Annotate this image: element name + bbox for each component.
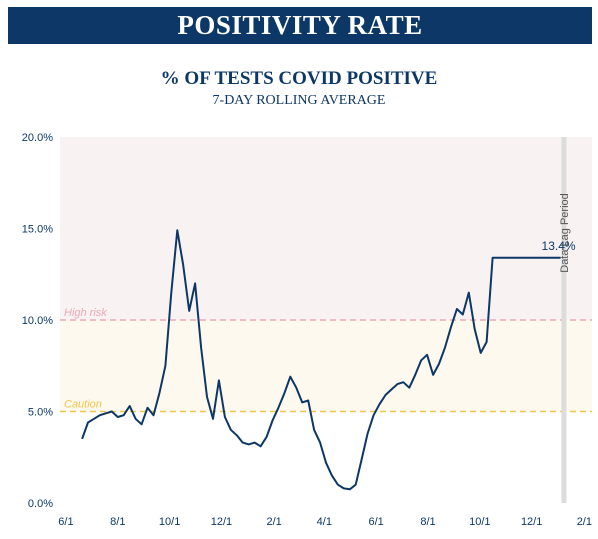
- y-tick-label: 5.0%: [28, 407, 53, 419]
- high-risk-band: [60, 137, 592, 320]
- x-tick-label: 10/1: [159, 516, 180, 528]
- x-tick-label: 6/1: [58, 516, 73, 528]
- x-tick-label: 4/1: [317, 516, 332, 528]
- positivity-series-line: [81, 229, 561, 491]
- y-tick-label: 20.0%: [22, 132, 53, 144]
- data-lag-label: Data Lag Period: [559, 193, 571, 273]
- caution-label: Caution: [64, 399, 102, 411]
- chart-title: % OF TESTS COVID POSITIVE: [160, 68, 438, 89]
- x-tick-label: 12/1: [521, 516, 542, 528]
- y-tick-label: 10.0%: [22, 315, 53, 327]
- latest-value-annotation: 13.4%: [542, 239, 576, 253]
- x-tick-label: 10/1: [469, 516, 490, 528]
- x-tick-label: 2/1: [267, 516, 282, 528]
- x-tick-label: 12/1: [211, 516, 232, 528]
- chart-subtitle: 7-DAY ROLLING AVERAGE: [212, 93, 386, 108]
- high-risk-label: High risk: [64, 307, 107, 319]
- x-tick-label: 8/1: [110, 516, 125, 528]
- y-tick-label: 15.0%: [22, 224, 53, 236]
- page-banner: POSITIVITY RATE: [8, 7, 592, 44]
- x-tick-label: 2/1: [577, 516, 592, 528]
- x-tick-label: 8/1: [420, 516, 435, 528]
- x-tick-label: 6/1: [368, 516, 383, 528]
- caution-band: [60, 320, 592, 412]
- y-tick-label: 0.0%: [28, 498, 53, 510]
- data-lag-band: [561, 137, 567, 503]
